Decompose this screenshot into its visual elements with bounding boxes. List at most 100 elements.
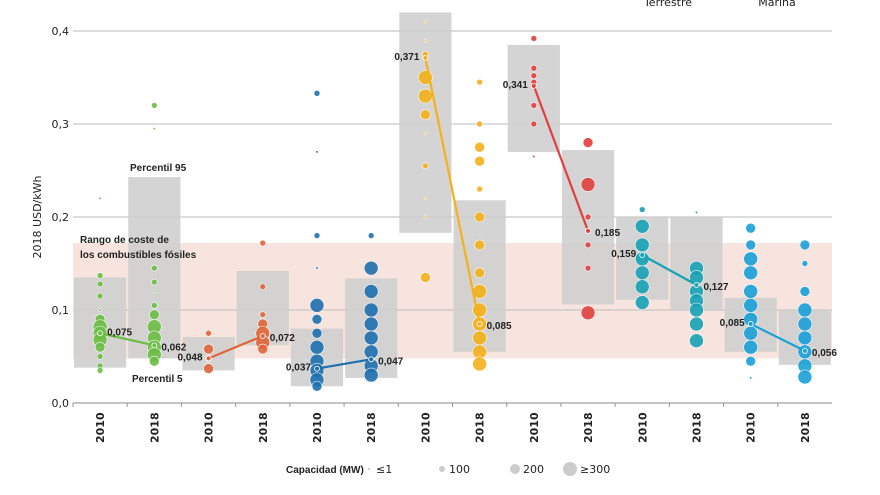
data-point: [749, 376, 753, 380]
data-point: [98, 308, 102, 312]
y-tick-label: 0,1: [52, 304, 70, 317]
p95-annotation: Percentil 95: [130, 163, 187, 174]
x-tick-label: 2010: [636, 412, 649, 443]
data-point: [745, 355, 756, 367]
data-point: [584, 241, 592, 249]
data-point: [799, 286, 811, 297]
data-point: [203, 363, 214, 374]
data-point: [530, 102, 538, 109]
data-point: [743, 298, 758, 313]
data-point: [423, 215, 427, 219]
weighted-average-label: 0,047: [378, 356, 403, 367]
weighted-average-point: [639, 252, 646, 259]
data-point: [423, 131, 427, 135]
data-point: [584, 264, 592, 272]
data-point: [203, 343, 214, 355]
data-point: [363, 284, 379, 299]
weighted-average-label: 0,341: [503, 80, 528, 91]
data-point: [423, 196, 427, 200]
data-point: [151, 302, 158, 309]
data-point: [474, 155, 485, 167]
data-point: [423, 20, 427, 24]
weighted-average-line: [99, 332, 155, 347]
data-point: [634, 265, 650, 281]
data-point: [96, 272, 104, 279]
weighted-average-line: [424, 57, 481, 325]
data-point: [476, 78, 483, 86]
data-point: [801, 260, 809, 267]
data-point: [152, 289, 156, 294]
data-point: [363, 260, 379, 276]
weighted-average-label: 0,072: [270, 333, 295, 344]
weighted-average-label: 0,037: [286, 363, 311, 374]
data-point: [743, 284, 758, 299]
data-point: [151, 102, 158, 109]
data-point: [797, 302, 813, 318]
legend-dot-2: [439, 466, 445, 472]
weighted-average-label: 0,085: [720, 318, 745, 329]
weighted-average-point: [747, 321, 754, 327]
x-tick-label: 2018: [582, 412, 595, 443]
data-point: [98, 196, 102, 200]
legend-label-1: ≤1: [376, 463, 392, 476]
data-point: [689, 316, 704, 332]
data-point: [309, 339, 325, 355]
data-point: [476, 185, 483, 193]
data-point: [743, 251, 758, 267]
data-point: [743, 339, 758, 355]
data-point: [423, 38, 427, 42]
legend-title: Capacidad (MW): [286, 465, 364, 476]
percentile-box: [561, 150, 615, 305]
data-point: [422, 162, 429, 170]
fossil-range-label-2: los combustibles fósiles: [80, 250, 197, 261]
weighted-average-label: 0,371: [394, 52, 419, 63]
data-point: [743, 325, 758, 341]
weighted-average-point: [368, 356, 375, 363]
data-point: [311, 380, 323, 392]
data-point: [582, 137, 594, 148]
data-point: [151, 264, 158, 272]
data-point: [420, 109, 431, 120]
weighted-average-point: [422, 55, 429, 61]
data-point: [530, 35, 538, 42]
data-point: [634, 295, 650, 310]
data-point: [530, 64, 538, 72]
data-point: [472, 356, 487, 372]
data-point: [311, 327, 323, 339]
y-tick-label: 0,2: [52, 211, 70, 224]
weighted-average-label: 0,075: [107, 327, 132, 338]
data-point: [580, 177, 596, 192]
weighted-average-point: [530, 82, 537, 89]
weighted-average-point: [693, 281, 700, 288]
data-point: [96, 280, 104, 288]
data-point: [689, 302, 704, 318]
x-tick-label: 2018: [148, 412, 161, 443]
weighted-average-label: 0,085: [487, 321, 512, 332]
data-point: [474, 239, 485, 251]
weighted-average-line: [316, 358, 372, 370]
data-point: [474, 267, 485, 279]
weighted-average-point: [151, 342, 158, 349]
weighted-average-point: [205, 355, 212, 362]
data-point: [257, 343, 269, 355]
data-point: [743, 265, 758, 281]
data-point: [311, 313, 323, 325]
data-point: [315, 150, 319, 154]
x-tick-label: 2010: [419, 412, 432, 443]
data-point: [420, 272, 431, 283]
weighted-average-line: [532, 85, 590, 232]
weighted-average-label: 0,062: [161, 342, 186, 353]
legend-label-4: ≥300: [580, 463, 610, 476]
data-point: [745, 239, 756, 251]
legend-label-2: 100: [449, 463, 470, 476]
weighted-average-point: [97, 330, 104, 337]
legend-dot-1: [367, 467, 371, 471]
data-point: [363, 367, 379, 383]
top-label-offshore: Marina: [758, 0, 796, 9]
data-point: [799, 239, 811, 251]
x-tick-label: 2018: [365, 412, 378, 443]
legend-dot-4: [563, 462, 577, 476]
x-tick-label: 2010: [203, 412, 216, 443]
data-point: [363, 316, 379, 332]
